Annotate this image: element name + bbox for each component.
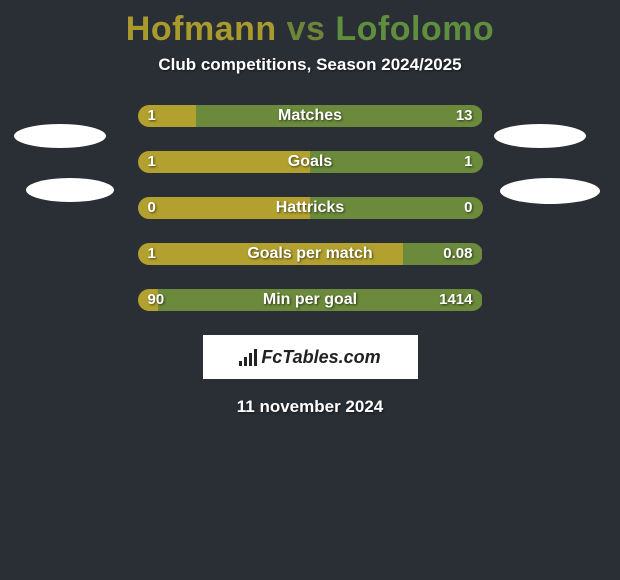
- vs-separator: vs: [287, 10, 326, 48]
- brand-badge: FcTables.com: [203, 335, 418, 379]
- brand-text: FcTables.com: [261, 347, 380, 368]
- stat-row: Matches113: [138, 105, 483, 127]
- bar-chart-icon: [239, 348, 257, 366]
- stat-bar-left: [138, 151, 311, 173]
- player2-name: Lofolomo: [335, 10, 494, 48]
- stat-row: Min per goal901414: [138, 289, 483, 311]
- stat-bar-right: [310, 197, 483, 219]
- stat-row: Hattricks00: [138, 197, 483, 219]
- stat-bar-left: [138, 105, 197, 127]
- stat-bar-right: [196, 105, 482, 127]
- stat-bar-right: [158, 289, 482, 311]
- stat-bar-left: [138, 289, 159, 311]
- comparison-title: Hofmann vs Lofolomo: [0, 0, 620, 49]
- player1-name: Hofmann: [126, 10, 277, 48]
- stat-bar-right: [403, 243, 482, 265]
- stat-bar-left: [138, 197, 311, 219]
- stat-row: Goals per match10.08: [138, 243, 483, 265]
- stats-chart: Matches113 Goals11 Hattricks00 Goals per ma…: [0, 105, 620, 311]
- stat-bar-right: [310, 151, 483, 173]
- date-label: 11 november 2024: [0, 397, 620, 417]
- stat-bar-left: [138, 243, 404, 265]
- stat-row: Goals11: [138, 151, 483, 173]
- season-subtitle: Club competitions, Season 2024/2025: [0, 55, 620, 75]
